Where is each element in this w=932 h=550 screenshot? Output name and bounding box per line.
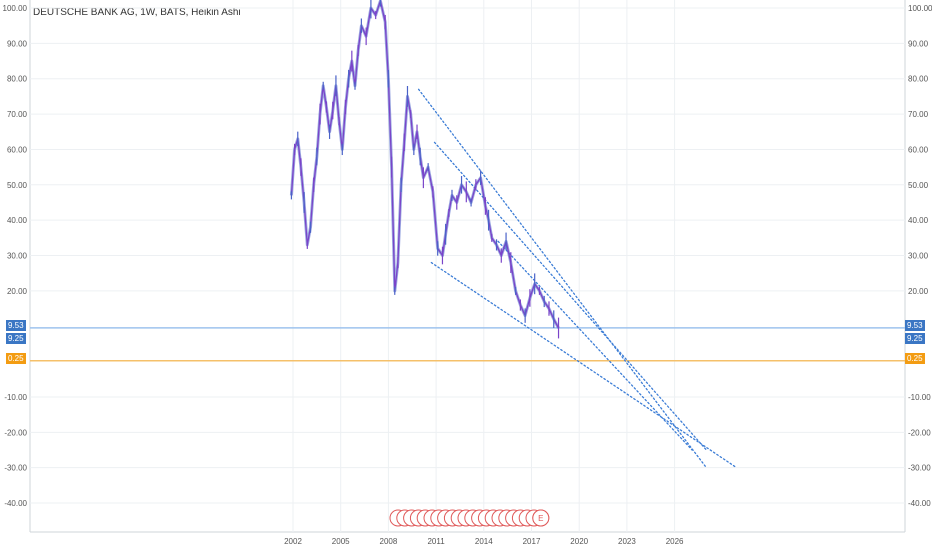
x-tick-label: 2023 (618, 537, 636, 546)
y-tick-label-right: 20.00 (908, 287, 929, 296)
y-tick-label-left: -40.00 (4, 499, 27, 508)
y-tick-label-left: -30.00 (4, 464, 27, 473)
y-tick-label-right: -40.00 (908, 499, 931, 508)
price-tag-upper-left: 9.53 (6, 320, 26, 331)
y-axis-right: 100.00 90.00 80.00 70.00 60.00 50.00 40.00 30.0… (908, 4, 932, 508)
price-tag-lower-right: 9.25 (905, 333, 925, 344)
event-marker-label: E (538, 514, 543, 523)
price-tag-orange-right: 0.25 (905, 353, 925, 364)
y-tick-label-left: -20.00 (4, 428, 27, 437)
price-series (289, 0, 560, 339)
trendline (497, 240, 693, 451)
event-marker-last (532, 509, 550, 527)
price-tag-orange-left: 0.25 (6, 353, 26, 364)
trendline (430, 261, 738, 469)
x-tick-label: 2017 (523, 537, 541, 546)
horizontal-levels[interactable] (30, 327, 905, 362)
grid (29, 0, 906, 533)
event-markers[interactable]: E (389, 509, 550, 527)
y-tick-label-right: -20.00 (908, 428, 931, 437)
x-tick-label: 2014 (475, 537, 493, 546)
y-tick-label-right: 70.00 (908, 110, 929, 119)
y-tick-label-right: 80.00 (908, 75, 929, 84)
x-tick-label: 2002 (284, 537, 302, 546)
x-tick-label: 2005 (332, 537, 350, 546)
y-tick-label-right: -30.00 (908, 464, 931, 473)
trendline (417, 88, 708, 469)
y-tick-label-right: 50.00 (908, 181, 929, 190)
price-tag-upper-right: 9.53 (905, 320, 925, 331)
y-axis-left: 100.00 90.00 80.00 70.00 60.00 50.00 40.00 30.0… (3, 4, 28, 508)
y-tick-label-right: 30.00 (908, 252, 929, 261)
y-tick-label-left: 70.00 (7, 110, 28, 119)
y-tick-label-left: -10.00 (4, 393, 27, 402)
y-tick-label-left: 90.00 (7, 39, 28, 48)
y-tick-label-left: 60.00 (7, 145, 28, 154)
y-tick-label-left: 100.00 (3, 4, 28, 13)
price-series-line (290, 0, 560, 329)
y-tick-label-left: 30.00 (7, 252, 28, 261)
chart-title: DEUTSCHE BANK AG, 1W, BATS, Heikin Ashi (33, 7, 241, 18)
y-tick-label-right: 90.00 (908, 39, 929, 48)
y-tick-label-left: 50.00 (7, 181, 28, 190)
price-series-shadow (289, 0, 560, 329)
x-tick-label: 2008 (380, 537, 398, 546)
x-tick-label: 2026 (666, 537, 684, 546)
y-tick-label-right: -10.00 (908, 393, 931, 402)
trendline (433, 141, 708, 451)
trendlines[interactable] (417, 88, 738, 469)
x-tick-label: 2020 (570, 537, 588, 546)
y-tick-label-left: 80.00 (7, 75, 28, 84)
y-tick-label-right: 100.00 (908, 4, 932, 13)
x-axis: 2002 2005 2008 2011 2014 2017 2020 2023 2026 (284, 537, 684, 546)
y-tick-label-left: 40.00 (7, 216, 28, 225)
price-tag-lower-left: 9.25 (6, 333, 26, 344)
y-tick-label-right: 40.00 (908, 216, 929, 225)
y-tick-label-left: 20.00 (7, 287, 28, 296)
x-tick-label: 2011 (427, 537, 445, 546)
y-tick-label-right: 60.00 (908, 145, 929, 154)
